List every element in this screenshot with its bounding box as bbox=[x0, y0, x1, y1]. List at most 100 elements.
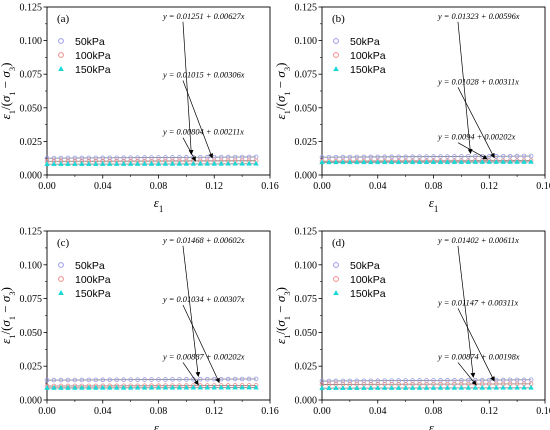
x-tick-label: 0.16 bbox=[261, 181, 279, 192]
data-point bbox=[326, 159, 332, 165]
data-point bbox=[326, 385, 332, 390]
fit-equation: y = 0.01468 + 0.00602x bbox=[162, 236, 245, 245]
data-point bbox=[246, 376, 252, 382]
series-100kPa: y = 0.01147 + 0.00311x bbox=[319, 298, 534, 387]
data-point bbox=[438, 154, 443, 159]
data-point bbox=[58, 377, 64, 383]
data-point bbox=[458, 159, 465, 164]
data-point bbox=[183, 384, 190, 390]
y-tick-label: 0.050 bbox=[295, 103, 318, 114]
fit-equation: y = 0.01251 + 0.00627x bbox=[162, 12, 245, 21]
x-tick-label: 0.08 bbox=[150, 406, 168, 417]
data-point bbox=[368, 385, 374, 390]
legend-marker bbox=[333, 66, 339, 71]
y-tick-label: 0.125 bbox=[20, 227, 43, 238]
data-point bbox=[218, 384, 224, 390]
data-point bbox=[197, 384, 204, 390]
data-point bbox=[239, 384, 245, 390]
equation-arrow bbox=[182, 137, 196, 162]
plot-frame bbox=[321, 230, 546, 401]
equation-arrow bbox=[457, 142, 488, 160]
data-point bbox=[93, 384, 99, 390]
legend-label: 150kPa bbox=[350, 64, 386, 76]
y-tick-label: 0.100 bbox=[295, 260, 318, 271]
data-point bbox=[211, 384, 217, 390]
data-point bbox=[514, 158, 520, 164]
legend: 50kPa 100kPa 150kPa bbox=[58, 36, 111, 76]
data-point bbox=[253, 160, 259, 166]
data-point bbox=[128, 377, 133, 382]
data-point bbox=[388, 385, 395, 390]
data-point bbox=[169, 384, 176, 390]
data-point bbox=[148, 160, 155, 166]
x-tick-label: 0.00 bbox=[313, 406, 331, 417]
data-point bbox=[86, 384, 92, 390]
data-point bbox=[500, 159, 506, 164]
data-point bbox=[232, 160, 238, 166]
data-point bbox=[354, 159, 360, 165]
data-point bbox=[190, 160, 197, 166]
y-tick-label: 0.000 bbox=[20, 171, 43, 182]
data-point bbox=[65, 384, 71, 390]
y-tick-label: 0.050 bbox=[295, 328, 318, 339]
x-axis-label: ε1 bbox=[154, 195, 164, 214]
data-point bbox=[204, 160, 211, 166]
fit-equation: y = 0.0094 + 0.00202x bbox=[437, 133, 516, 142]
y-tick-label: 0.025 bbox=[295, 137, 318, 148]
data-point bbox=[218, 160, 224, 166]
legend-label: 150kPa bbox=[75, 288, 111, 300]
data-point bbox=[472, 384, 479, 390]
legend-label: 100kPa bbox=[75, 274, 111, 286]
data-point bbox=[149, 377, 154, 382]
x-tick-label: 0.00 bbox=[313, 181, 331, 192]
data-point bbox=[44, 161, 50, 166]
data-point bbox=[163, 377, 168, 382]
data-point bbox=[51, 377, 57, 383]
data-point bbox=[465, 159, 472, 164]
data-point bbox=[204, 384, 211, 390]
y-tick-label: 0.000 bbox=[20, 396, 43, 407]
x-tick-label: 0.16 bbox=[536, 181, 550, 192]
data-point bbox=[162, 160, 169, 166]
plot-frame bbox=[321, 6, 546, 176]
data-point bbox=[72, 384, 78, 390]
legend: 50kPa 100kPa 150kPa bbox=[333, 36, 386, 76]
data-point bbox=[120, 384, 127, 390]
data-point bbox=[114, 155, 119, 161]
data-point bbox=[127, 161, 134, 166]
legend-marker bbox=[333, 262, 339, 268]
data-point bbox=[465, 384, 472, 390]
data-point bbox=[500, 384, 506, 390]
equation-arrow bbox=[457, 87, 495, 159]
series-50kPa: y = 0.01402 + 0.00611x bbox=[319, 236, 534, 384]
data-point bbox=[437, 159, 444, 164]
data-point bbox=[156, 377, 161, 382]
data-point bbox=[500, 153, 506, 159]
data-point bbox=[333, 385, 339, 390]
data-point bbox=[431, 154, 436, 159]
legend-marker bbox=[333, 52, 339, 58]
data-point bbox=[402, 385, 409, 390]
y-tick-label: 0.075 bbox=[20, 294, 43, 305]
legend-label: 100kPa bbox=[350, 50, 386, 62]
fit-line bbox=[321, 383, 532, 385]
data-point bbox=[246, 160, 252, 166]
equation-arrow bbox=[182, 21, 194, 156]
data-point bbox=[493, 159, 499, 164]
x-tick-label: 0.04 bbox=[369, 181, 387, 192]
data-point bbox=[459, 154, 464, 159]
legend-label: 150kPa bbox=[75, 64, 111, 76]
y-tick-label: 0.100 bbox=[295, 36, 318, 47]
data-point bbox=[416, 384, 423, 390]
y-tick-label: 0.075 bbox=[20, 70, 43, 81]
legend-marker bbox=[58, 276, 64, 282]
data-point bbox=[430, 384, 437, 390]
data-point bbox=[354, 385, 360, 390]
data-point bbox=[423, 384, 430, 390]
data-point bbox=[375, 385, 381, 390]
legend-marker bbox=[333, 290, 339, 295]
data-point bbox=[361, 385, 367, 390]
data-point bbox=[486, 384, 492, 390]
data-point bbox=[100, 384, 106, 390]
data-point bbox=[225, 384, 231, 390]
